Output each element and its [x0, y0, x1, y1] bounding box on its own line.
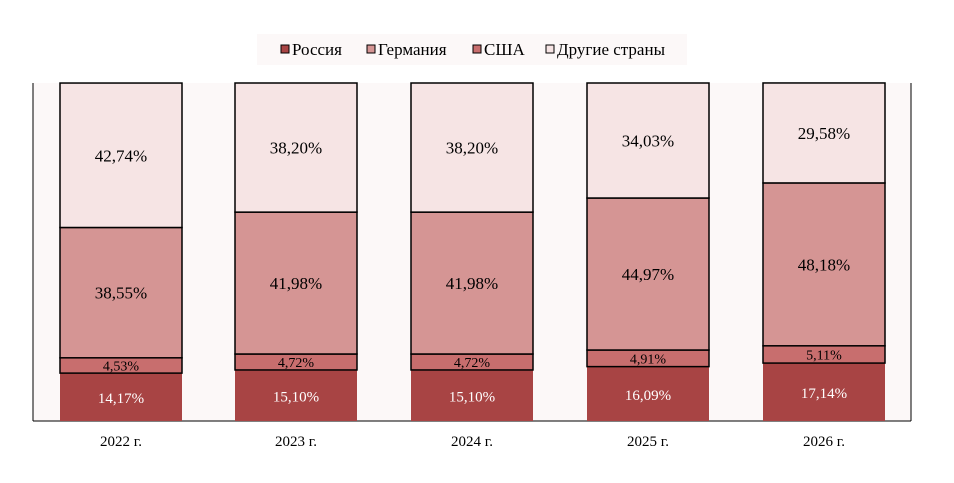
bar-россия	[763, 363, 885, 421]
bar-россия	[235, 369, 357, 421]
bar-другие-страны	[234, 82, 358, 213]
bar-германия	[234, 211, 358, 355]
data-label: 4,72%	[278, 356, 315, 371]
data-label: 48,18%	[798, 255, 850, 274]
legend: Россия Германия США Другие страны	[257, 34, 687, 65]
legend-swatch-германия	[366, 44, 376, 54]
data-label: 38,20%	[270, 139, 322, 158]
data-label: 38,55%	[95, 284, 147, 303]
data-label: 15,10%	[273, 389, 319, 405]
data-label: 38,20%	[446, 139, 498, 158]
x-tick-label: 2023 г.	[275, 434, 317, 450]
bar-россия	[587, 366, 709, 421]
bar-россия	[411, 369, 533, 421]
data-label: 17,14%	[801, 386, 847, 402]
bar-другие-страны	[762, 82, 886, 184]
bar-германия	[762, 182, 886, 347]
legend-swatch-россия	[280, 44, 290, 54]
data-label: 4,53%	[103, 359, 140, 374]
data-label: 14,17%	[98, 391, 144, 407]
bars-layer: 14,17% 4,53% 38,55% 42,74% 15,10% 4,72% 41,98%…	[59, 82, 886, 421]
x-tick-label: 2024 г.	[451, 434, 493, 450]
data-label: 44,97%	[622, 265, 674, 284]
legend-swatch-сша	[472, 44, 482, 54]
data-label: 15,10%	[449, 389, 495, 405]
bar-россия	[60, 373, 182, 421]
data-label: 41,98%	[270, 274, 322, 293]
legend-label: США	[484, 40, 525, 59]
x-axis-ticks: 2022 г. 2023 г. 2024 г. 2025 г. 2026 г.	[100, 434, 845, 450]
data-label: 5,11%	[806, 348, 842, 363]
bar-другие-страны	[586, 82, 710, 199]
x-tick-label: 2022 г.	[100, 434, 142, 450]
bar-германия	[59, 226, 183, 359]
data-label: 4,72%	[454, 356, 491, 371]
legend-swatch-другие-страны	[545, 44, 555, 54]
bar-германия	[410, 211, 534, 355]
data-label: 16,09%	[625, 388, 671, 404]
x-tick-label: 2026 г.	[803, 434, 845, 450]
bar-германия	[586, 197, 710, 351]
data-label: 29,58%	[798, 124, 850, 143]
data-label: 34,03%	[622, 132, 674, 151]
data-label: 4,91%	[630, 352, 667, 367]
legend-label: Германия	[378, 40, 447, 59]
legend-label: Россия	[292, 40, 342, 59]
legend-background	[257, 34, 687, 65]
x-tick-label: 2025 г.	[627, 434, 669, 450]
bar-другие-страны	[410, 82, 534, 213]
bar-другие-страны	[59, 82, 183, 229]
data-label: 42,74%	[95, 146, 147, 165]
data-label: 41,98%	[446, 274, 498, 293]
legend-label: Другие страны	[557, 40, 666, 59]
